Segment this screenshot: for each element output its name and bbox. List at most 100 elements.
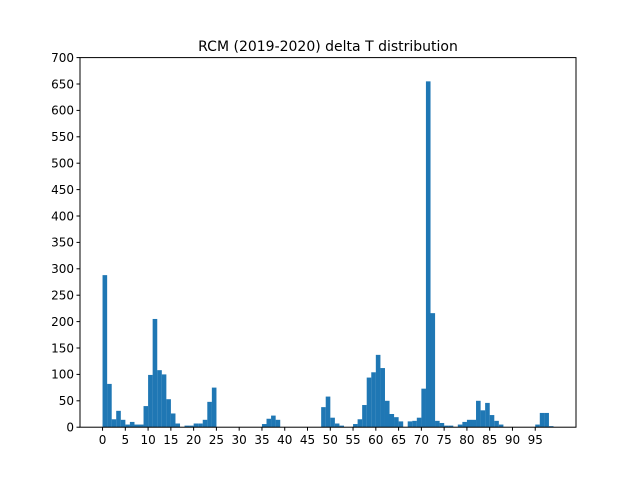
histogram-bar — [138, 424, 144, 428]
chart-title: RCM (2019-2020) delta T distribution — [198, 39, 458, 55]
histogram-bar — [485, 402, 490, 428]
x-tick-label: 90 — [505, 433, 520, 447]
x-tick-label: 20 — [186, 433, 201, 447]
y-tick-label: 400 — [51, 209, 74, 223]
histogram-bar — [466, 419, 472, 428]
x-tick-label: 15 — [163, 433, 178, 447]
histogram-bar — [535, 424, 540, 428]
x-tick-label: 30 — [232, 433, 247, 447]
histogram-bar — [125, 424, 130, 428]
x-tick-label: 35 — [254, 433, 269, 447]
x-tick-label: 50 — [323, 433, 338, 447]
y-tick-label: 350 — [51, 236, 74, 250]
histogram-bar — [489, 415, 495, 428]
y-tick-label: 50 — [59, 394, 74, 408]
x-tick-label: 65 — [391, 433, 406, 447]
histogram-bar — [362, 405, 367, 428]
histogram-bar — [548, 426, 554, 428]
histogram-bar — [439, 422, 445, 428]
y-tick-label: 650 — [51, 77, 74, 91]
histogram-bar — [334, 423, 340, 428]
y-tick-label: 300 — [51, 262, 74, 276]
plot-frame — [79, 57, 577, 428]
histogram-bar — [444, 425, 449, 428]
histogram-bar — [111, 419, 117, 428]
histogram-bar — [394, 417, 399, 428]
histogram-bar — [416, 417, 422, 428]
y-tick-label: 600 — [51, 104, 74, 118]
x-tick-label: 5 — [121, 433, 129, 447]
histogram-bar — [407, 421, 413, 428]
y-tick-label: 0 — [66, 421, 74, 435]
histogram-bar — [129, 421, 135, 428]
histogram-bar — [166, 399, 171, 428]
y-tick-label: 150 — [51, 341, 74, 355]
histogram-bar — [202, 419, 208, 428]
histogram-bar — [170, 413, 176, 428]
x-tick-label: 80 — [459, 433, 474, 447]
x-tick-label: 10 — [140, 433, 155, 447]
histogram-bar — [339, 425, 344, 428]
histogram-bar — [412, 420, 417, 428]
histogram-bar — [271, 415, 276, 428]
histogram-bar — [211, 387, 217, 428]
histogram-bar — [462, 421, 467, 428]
histogram-bar — [148, 374, 153, 428]
histogram-bar — [384, 400, 390, 428]
histogram-bar — [435, 420, 440, 428]
histogram-bar — [544, 412, 549, 428]
y-tick-label: 700 — [51, 51, 74, 65]
x-tick-label: 0 — [99, 433, 107, 447]
y-tick-label: 250 — [51, 289, 74, 303]
histogram-bar — [357, 419, 363, 428]
histogram-bar — [102, 275, 108, 428]
histogram-bar — [198, 423, 203, 428]
x-tick-label: 70 — [414, 433, 429, 447]
histogram-bar — [321, 407, 326, 428]
y-tick-label: 200 — [51, 315, 74, 329]
histogram-bar — [476, 400, 481, 428]
histogram-bar — [498, 424, 504, 428]
histogram-bar — [134, 424, 140, 428]
histogram-bar — [157, 370, 162, 428]
y-tick-label: 500 — [51, 157, 74, 171]
histogram-bar — [448, 425, 454, 428]
histogram-bar — [421, 388, 426, 428]
histogram-bar — [380, 368, 385, 428]
histogram-bar — [120, 419, 126, 428]
histogram-bar — [161, 374, 167, 428]
histogram-bar — [389, 414, 395, 428]
histogram-bar — [457, 424, 463, 428]
x-tick-label: 55 — [345, 433, 360, 447]
histogram-bar — [480, 410, 486, 428]
histogram-bar — [116, 410, 121, 428]
histogram-bar — [325, 396, 331, 428]
histogram-bar — [353, 424, 358, 428]
y-tick-label: 450 — [51, 183, 74, 197]
histogram-bar — [175, 423, 181, 428]
histogram-bar — [193, 423, 199, 428]
histogram-bar — [189, 425, 194, 428]
histogram-bar — [375, 354, 381, 428]
x-axis-ticks: 0 5 10 15 20 25 30 35 40 45 50 55 60 65 70 75 80 85 90 95 — [99, 427, 543, 447]
x-tick-label: 95 — [528, 433, 543, 447]
histogram-bar — [366, 377, 372, 428]
histogram-bar — [143, 406, 149, 428]
x-tick-label: 45 — [300, 433, 315, 447]
histogram-bar — [184, 425, 190, 428]
histogram-bar — [266, 418, 272, 428]
histogram-bar — [152, 318, 158, 428]
histogram-bar — [539, 412, 545, 428]
histogram-bar — [261, 424, 267, 428]
x-tick-label: 75 — [437, 433, 452, 447]
histogram-bar — [430, 313, 436, 428]
y-tick-label: 100 — [51, 368, 74, 382]
histogram-bar — [425, 81, 431, 428]
histogram-bar — [371, 372, 376, 428]
histogram-bar — [107, 383, 112, 428]
x-tick-label: 25 — [209, 433, 224, 447]
y-axis-ticks: 0 50 100 150 200 250 300 350 400 450 500 550 600 650 7… — [51, 51, 80, 435]
x-tick-label: 60 — [368, 433, 383, 447]
histogram-bar — [207, 401, 212, 428]
